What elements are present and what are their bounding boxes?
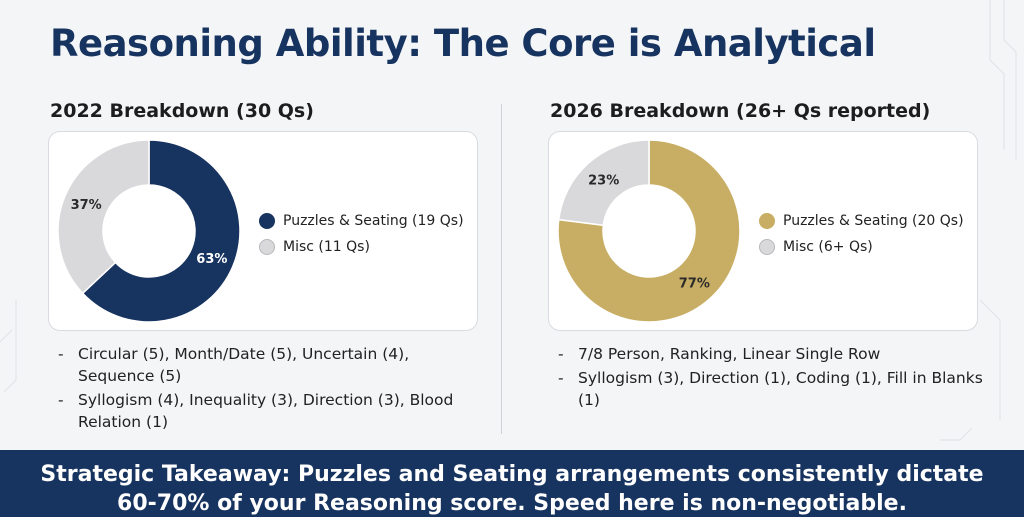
- note-text: Syllogism (4), Inequality (3), Direction…: [78, 391, 454, 431]
- donut-slices: [57, 139, 241, 323]
- panel-heading: 2022 Breakdown (30 Qs): [50, 100, 314, 122]
- bullet-dash: -: [558, 345, 564, 363]
- legend-label: Misc (6+ Qs): [783, 239, 873, 255]
- legend-item: Misc (6+ Qs): [759, 234, 964, 260]
- note-item: - Syllogism (3), Direction (1), Coding (1…: [548, 367, 988, 411]
- note-item: -7/8 Person, Ranking, Linear Single Row: [548, 343, 988, 365]
- legend-swatch: [759, 239, 775, 255]
- donut-slice: [57, 139, 150, 295]
- note-item: - Circular (5), Month/Date (5), Uncertain…: [48, 343, 488, 387]
- legend-label: Puzzles & Seating (20 Qs): [783, 213, 964, 229]
- donut-chart-2022: 63% 37%: [57, 139, 241, 323]
- note-text: Circular (5), Month/Date (5), Uncertain …: [78, 345, 410, 385]
- note-text: 7/8 Person, Ranking, Linear Single Row: [578, 345, 881, 363]
- legend-item: Puzzles & Seating (19 Qs): [259, 208, 464, 234]
- data-label: 77%: [679, 276, 710, 291]
- bullet-dash: -: [58, 391, 64, 409]
- legend-label: Misc (11 Qs): [283, 239, 370, 255]
- legend-swatch: [259, 239, 275, 255]
- breakdown-notes: - Circular (5), Month/Date (5), Uncertain…: [48, 343, 488, 433]
- chart-legend: Puzzles & Seating (19 Qs) Misc (11 Qs): [259, 208, 464, 260]
- legend-swatch: [259, 213, 275, 229]
- legend-item: Misc (11 Qs): [259, 234, 464, 260]
- panel-2026: 2026 Breakdown (26+ Qs reported) 77% 23% …: [548, 100, 988, 413]
- legend-label: Puzzles & Seating (19 Qs): [283, 213, 464, 229]
- panel-divider: [501, 104, 502, 434]
- data-label: 37%: [71, 198, 102, 213]
- bullet-dash: -: [58, 345, 64, 363]
- note-item: - Syllogism (4), Inequality (3), Directio…: [48, 389, 488, 433]
- donut-slice: [557, 139, 741, 323]
- donut-slice: [81, 139, 241, 323]
- bullet-dash: -: [558, 369, 564, 387]
- donut-labels: 63% 37%: [71, 198, 228, 267]
- legend-swatch: [759, 213, 775, 229]
- donut-slice: [557, 139, 650, 227]
- panel-2022: 2022 Breakdown (30 Qs) 63% 37% Puzzles & …: [48, 100, 488, 435]
- donut-slices: [557, 139, 741, 323]
- legend-item: Puzzles & Seating (20 Qs): [759, 208, 964, 234]
- donut-chart-2026: 77% 23%: [557, 139, 741, 323]
- banner-text: Strategic Takeaway: Puzzles and Seating …: [40, 462, 984, 516]
- chart-legend: Puzzles & Seating (20 Qs) Misc (6+ Qs): [759, 208, 964, 260]
- data-label: 23%: [588, 174, 619, 189]
- slide-title: Reasoning Ability: The Core is Analytica…: [50, 22, 876, 65]
- chart-card: 77% 23% Puzzles & Seating (20 Qs) Misc (6…: [548, 131, 978, 331]
- breakdown-notes: -7/8 Person, Ranking, Linear Single Row …: [548, 343, 988, 411]
- data-label: 63%: [196, 252, 227, 267]
- chart-card: 63% 37% Puzzles & Seating (19 Qs) Misc (1…: [48, 131, 478, 331]
- panel-heading: 2026 Breakdown (26+ Qs reported): [550, 100, 931, 122]
- strategic-takeaway-banner: Strategic Takeaway: Puzzles and Seating …: [0, 450, 1024, 517]
- note-text: Syllogism (3), Direction (1), Coding (1)…: [578, 369, 983, 409]
- donut-labels: 77% 23%: [588, 174, 710, 292]
